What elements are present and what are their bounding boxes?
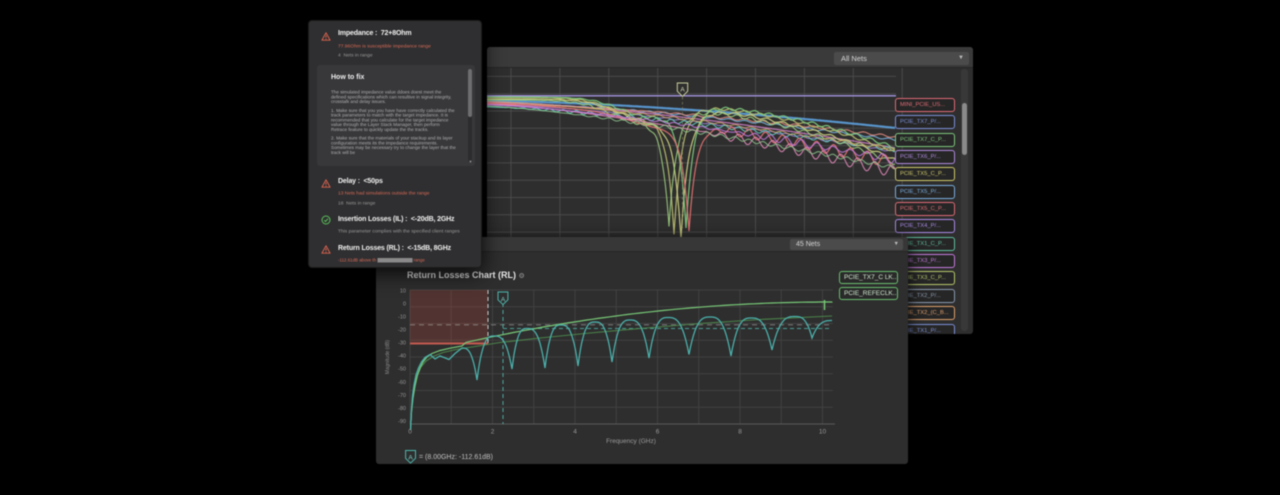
svg-text:10: 10	[400, 289, 406, 295]
svg-text:A: A	[501, 297, 506, 304]
svg-text:-70: -70	[398, 393, 406, 399]
svg-text:2: 2	[491, 429, 495, 436]
svg-text:-80: -80	[398, 406, 406, 412]
svg-text:6: 6	[656, 429, 660, 436]
svg-text:-90: -90	[398, 419, 406, 425]
svg-text:-50: -50	[398, 367, 406, 373]
svg-text:= (8.00GHz: -112.61dB): = (8.00GHz: -112.61dB)	[419, 454, 493, 461]
svg-text:Frequency (GHz): Frequency (GHz)	[606, 438, 656, 445]
svg-text:A: A	[680, 86, 685, 93]
svg-text:-30: -30	[398, 341, 406, 347]
svg-text:-40: -40	[398, 354, 406, 360]
svg-text:0: 0	[403, 302, 406, 308]
svg-text:10: 10	[819, 429, 827, 436]
svg-text:-10: -10	[398, 315, 406, 321]
svg-text:A: A	[408, 455, 413, 462]
svg-text:-20: -20	[398, 328, 406, 334]
svg-text:0: 0	[408, 429, 412, 436]
svg-text:Magnitude (dB): Magnitude (dB)	[385, 340, 391, 375]
svg-text:8: 8	[738, 429, 742, 436]
svg-text:4: 4	[573, 429, 577, 436]
svg-text:-60: -60	[398, 380, 406, 386]
